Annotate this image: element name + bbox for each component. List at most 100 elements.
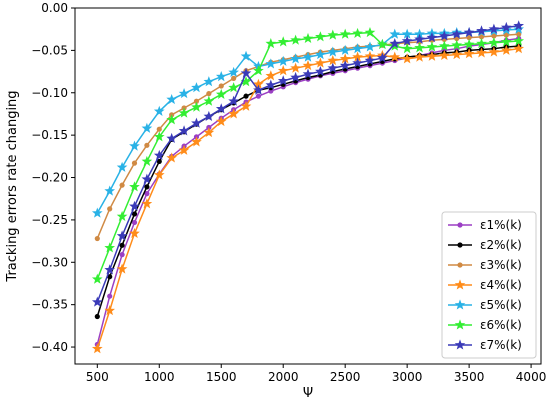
data-point: [265, 70, 277, 81]
data-point: [178, 144, 190, 155]
data-point: [352, 43, 363, 54]
data-point: [166, 152, 177, 163]
data-point: [153, 149, 165, 161]
data-point: [327, 62, 339, 73]
series-7: [91, 20, 525, 307]
legend-label: ε5%(k): [480, 298, 522, 312]
data-point: [107, 274, 113, 280]
data-point: [91, 207, 103, 218]
data-point: [203, 127, 215, 138]
data-point: [277, 36, 289, 47]
y-tick-label: −0.25: [31, 213, 68, 227]
y-tick-label: −0.35: [31, 298, 68, 312]
data-point: [389, 38, 401, 49]
x-tick-label: 3500: [454, 370, 485, 384]
legend-item: ε4%(k): [448, 278, 522, 292]
data-point: [488, 23, 500, 34]
legend-item: ε1%(k): [448, 218, 522, 232]
data-point: [141, 155, 153, 166]
data-point: [240, 100, 252, 111]
y-tick-label: −0.20: [31, 171, 68, 185]
data-point: [364, 26, 376, 38]
data-point: [476, 25, 487, 36]
data-point: [277, 65, 289, 76]
data-point: [476, 38, 487, 49]
data-point: [104, 264, 116, 275]
data-point: [451, 49, 463, 60]
data-point: [327, 54, 339, 66]
data-point: [240, 76, 252, 87]
data-point: [191, 82, 202, 93]
data-point: [215, 71, 227, 82]
plot-marks: [91, 20, 525, 354]
data-point: [144, 142, 150, 148]
data-point: [364, 41, 376, 52]
y-axis-label: Tracking errors rate changing: [5, 90, 20, 282]
data-point: [119, 182, 125, 188]
data-point: [129, 181, 140, 192]
data-point: [119, 252, 125, 258]
data-point: [513, 20, 525, 31]
data-point: [302, 51, 314, 62]
data-point: [141, 173, 153, 184]
legend: ε1%(k) ε2%(k) ε3%(k) ε4%(k) ε5%(k) ε6%(k) ε7%(…: [441, 211, 537, 359]
data-point: [156, 158, 162, 165]
data-point: [339, 60, 351, 71]
legend-label: ε2%(k): [480, 238, 522, 252]
data-point: [401, 35, 413, 46]
data-point: [503, 32, 509, 38]
data-point: [290, 34, 301, 45]
data-point: [129, 227, 140, 238]
data-point: [426, 50, 438, 61]
data-point: [91, 273, 103, 284]
data-point: [327, 46, 339, 57]
data-point: [131, 211, 138, 217]
data-point: [94, 313, 100, 320]
y-tick-label: −0.40: [31, 340, 68, 354]
legend-item: ε6%(k): [448, 318, 522, 332]
data-point: [253, 65, 264, 76]
data-point: [215, 103, 227, 114]
data-point: [426, 41, 438, 52]
data-point: [131, 219, 138, 226]
data-point: [315, 65, 326, 77]
data-point: [265, 58, 277, 69]
data-point: [500, 21, 512, 33]
data-point: [414, 28, 425, 39]
data-point: [364, 54, 376, 66]
legend-label: ε6%(k): [480, 318, 522, 332]
legend-label: ε4%(k): [480, 278, 522, 292]
data-point: [401, 53, 413, 64]
x-tick-label: 4000: [516, 370, 547, 384]
legend-box: [441, 211, 537, 359]
data-point: [228, 108, 239, 119]
data-point: [439, 30, 450, 41]
legend-marker: [454, 319, 466, 330]
data-point: [203, 95, 215, 106]
data-point: [141, 122, 153, 133]
data-point: [466, 35, 472, 41]
data-point: [129, 200, 140, 211]
data-point: [463, 48, 475, 59]
data-point: [206, 91, 212, 97]
data-point: [414, 42, 425, 53]
data-point: [253, 78, 264, 89]
data-point: [255, 93, 262, 99]
data-point: [513, 35, 525, 46]
legend-marker: [454, 279, 466, 290]
data-point: [302, 60, 314, 71]
data-point: [401, 43, 413, 54]
data-point: [91, 296, 103, 307]
data-point: [302, 68, 314, 79]
data-point: [166, 114, 177, 125]
data-point: [141, 198, 153, 209]
data-point: [451, 28, 463, 39]
data-point: [240, 67, 252, 78]
legend-item: ε5%(k): [448, 298, 522, 312]
legend-label: ε1%(k): [480, 218, 522, 232]
data-point: [228, 82, 239, 93]
data-point: [178, 107, 190, 118]
data-point: [290, 71, 301, 83]
data-point: [488, 37, 500, 48]
